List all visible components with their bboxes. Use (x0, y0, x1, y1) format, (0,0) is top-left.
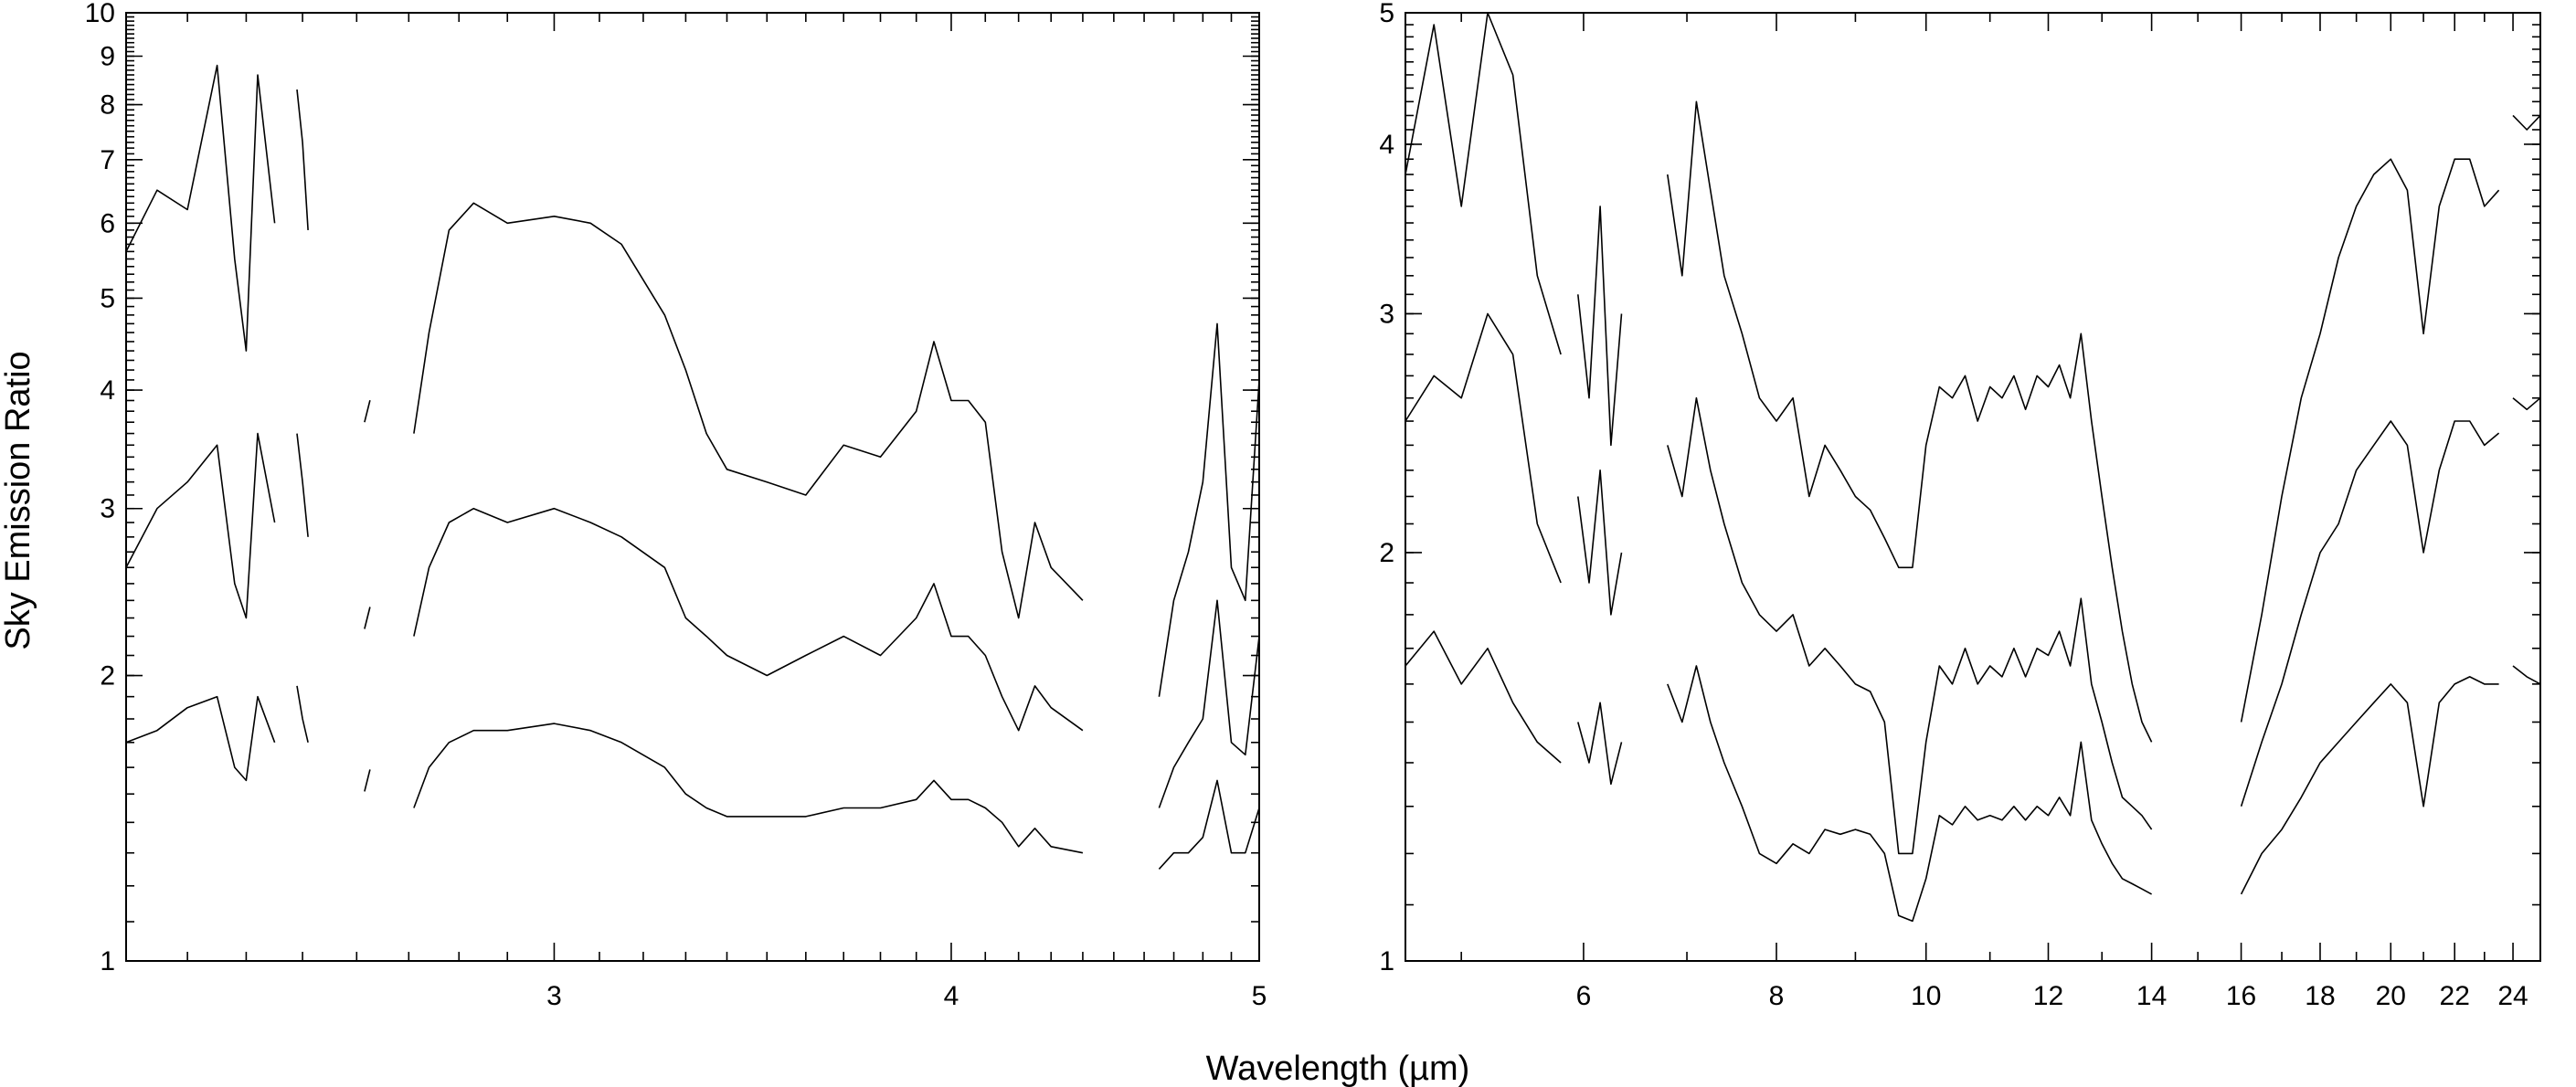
series-2-segment-1 (1577, 702, 1623, 786)
series-0-segment-3 (2240, 158, 2500, 723)
x-tick-label: 16 (2226, 981, 2256, 1011)
y-tick-label: 7 (100, 145, 115, 175)
x-tick-label: 20 (2376, 981, 2406, 1011)
x-tick-label: 14 (2136, 981, 2167, 1011)
y-tick-label: 5 (1379, 0, 1394, 28)
series-0-segment-1 (296, 89, 309, 230)
x-tick-label: 10 (1911, 981, 1941, 1011)
y-tick-label: 3 (100, 494, 115, 524)
series-0-segment-2 (1667, 100, 2153, 743)
y-tick-label: 1 (100, 946, 115, 976)
series-1-segment-0 (1405, 312, 1562, 584)
series-2-segment-0 (125, 695, 276, 782)
series-2-segment-2 (1667, 665, 2152, 923)
series-2-segment-2 (364, 769, 371, 792)
series-0-segment-0 (125, 64, 276, 352)
series-1-segment-1 (296, 433, 309, 537)
y-tick-label: 4 (1379, 130, 1394, 160)
series-1-segment-3 (413, 507, 1084, 732)
series-2-segment-3 (2240, 676, 2499, 895)
y-tick-label: 10 (85, 0, 115, 28)
series-1-segment-4 (1158, 599, 1260, 808)
y-tick-label: 2 (1379, 538, 1394, 568)
series-1-segment-1 (1577, 470, 1623, 616)
x-tick-label: 22 (2440, 981, 2470, 1011)
x-tick-label: 8 (1769, 981, 1785, 1011)
series-0-segment-0 (1405, 12, 1562, 355)
y-tick-label: 6 (100, 208, 115, 238)
x-tick-label: 18 (2305, 981, 2335, 1011)
panel-left: 1 2 3 4 5 6 7 8 9 10 3 4 5 (85, 0, 1267, 1011)
y-tick-label: 5 (100, 283, 115, 313)
series-1-segment-2 (364, 607, 371, 629)
x-tick-label: 3 (546, 981, 562, 1011)
y-tick-label: 3 (1379, 299, 1394, 329)
y-tick-label: 2 (100, 661, 115, 691)
x-axis-title: Wavelength (µm) (1206, 1050, 1470, 1087)
series-0-segment-3 (413, 202, 1084, 619)
y-axis-title: Sky Emission Ratio (0, 351, 37, 649)
x-tick-label: 12 (2033, 981, 2063, 1011)
series-1-segment-4 (2512, 397, 2541, 411)
x-tick-label: 4 (944, 981, 959, 1011)
y-tick-label: 4 (100, 375, 115, 406)
series-2-segment-1 (296, 685, 309, 743)
series-0-segment-4 (1158, 322, 1260, 697)
series-1-segment-0 (125, 432, 276, 619)
series-1-segment-2 (1667, 396, 2153, 855)
series-0-segment-4 (2512, 114, 2541, 131)
series-2-segment-3 (413, 723, 1084, 854)
series-0-segment-2 (364, 400, 371, 423)
y-tick-label: 8 (100, 90, 115, 121)
y-tick-label: 1 (1379, 946, 1394, 976)
series-1-segment-3 (2240, 420, 2500, 807)
plot-frame (125, 12, 1260, 962)
series-2-segment-4 (2512, 665, 2541, 685)
series-2-segment-4 (1158, 779, 1260, 870)
series-0-segment-1 (1577, 206, 1623, 447)
series-2-segment-0 (1405, 630, 1562, 764)
plot-frame (1405, 12, 2541, 962)
x-tick-label: 5 (1252, 981, 1267, 1011)
x-tick-label: 24 (2497, 981, 2528, 1011)
y-tick-label: 9 (100, 41, 115, 71)
x-tick-label: 6 (1576, 981, 1592, 1011)
